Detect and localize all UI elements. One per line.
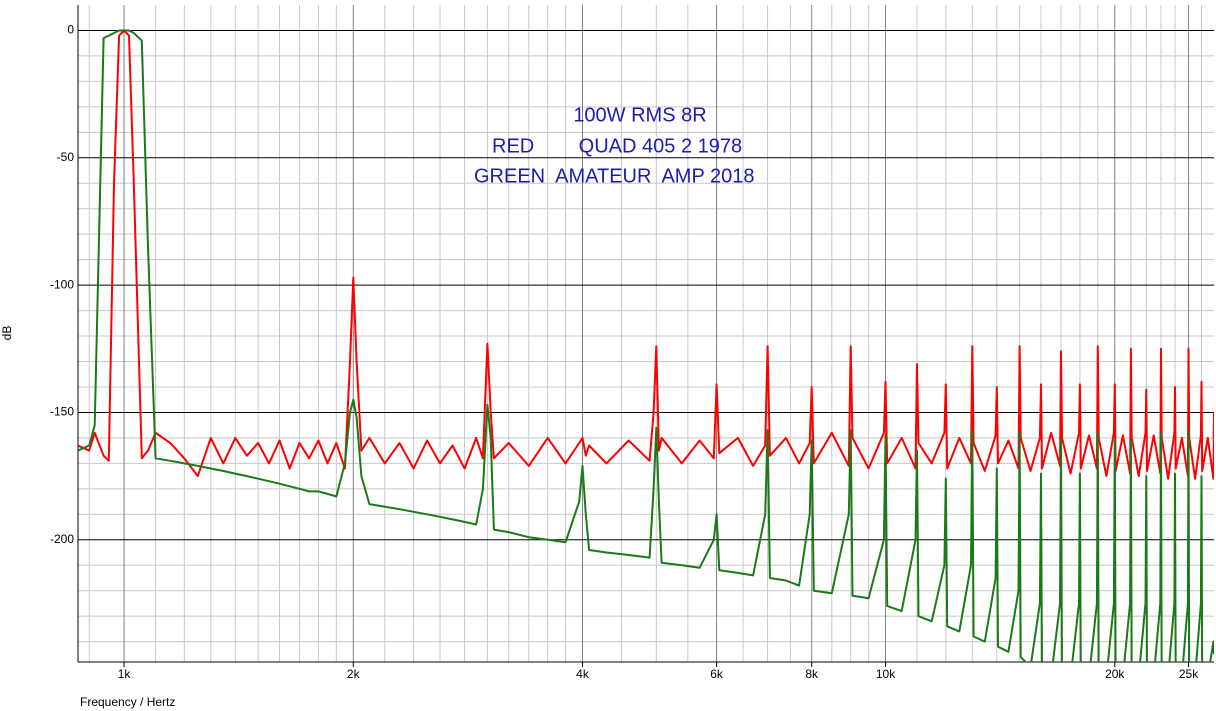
- annotation: 100W RMS 8R: [573, 104, 706, 126]
- y-tick-label: -100: [50, 277, 74, 291]
- x-tick-label: 10k: [876, 667, 896, 681]
- x-tick-label: 6k: [710, 667, 724, 681]
- x-tick-label: 1k: [118, 667, 132, 681]
- x-axis-label: Frequency / Hertz: [80, 695, 175, 709]
- y-tick-label: -150: [50, 405, 74, 419]
- y-tick-label: 0: [67, 23, 74, 37]
- series-line: [78, 29, 1214, 480]
- y-tick-label: -50: [57, 150, 75, 164]
- x-tick-label: 2k: [347, 667, 361, 681]
- annotation: GREEN AMATEUR AMP 2018: [474, 165, 754, 187]
- y-axis-label: dB: [0, 326, 14, 341]
- labels: 100W RMS 8R RED QUAD 405 2 1978 GREEN AM…: [0, 23, 1199, 710]
- series-line: [78, 29, 1214, 662]
- plot-lines: [78, 29, 1214, 662]
- x-tick-label: 8k: [805, 667, 819, 681]
- x-tick-label: 25k: [1179, 667, 1199, 681]
- x-tick-label: 20k: [1105, 667, 1125, 681]
- x-tick-label: 4k: [576, 667, 590, 681]
- y-tick-label: -200: [50, 532, 74, 546]
- annotation: RED QUAD 405 2 1978: [492, 135, 742, 157]
